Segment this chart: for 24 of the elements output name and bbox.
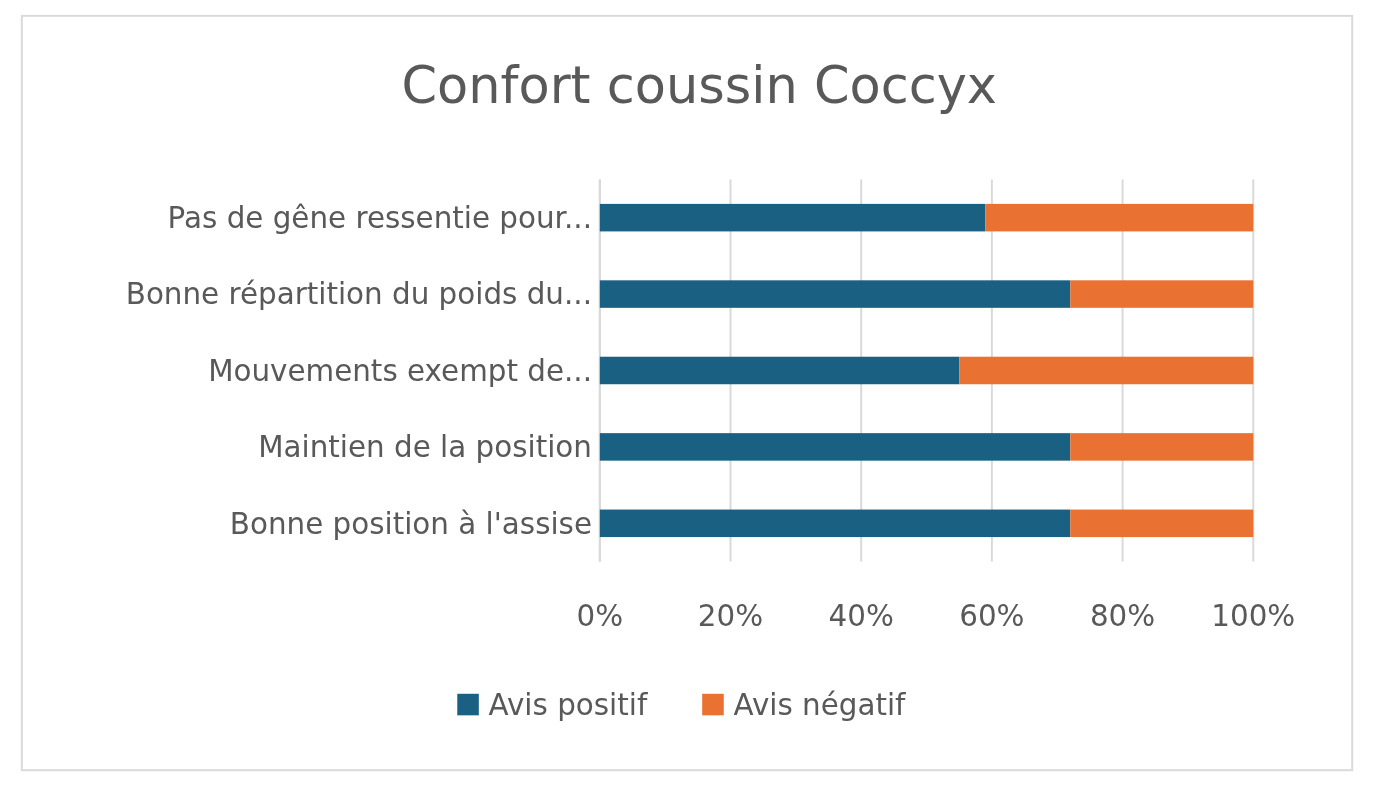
y-tick-label: Bonne répartition du poids du...	[125, 277, 592, 312]
bar	[1070, 280, 1254, 308]
x-tick-label: 20%	[697, 598, 764, 633]
x-tick-label: 100%	[1211, 598, 1296, 633]
x-tick-label: 0%	[576, 598, 624, 633]
bar	[1070, 509, 1254, 538]
bar	[985, 203, 1254, 232]
x-tick-label: 80%	[1089, 598, 1156, 633]
y-tick-label: Maintien de la position	[258, 430, 592, 465]
legend-label: Avis négatif	[733, 687, 907, 722]
x-tick-label: 60%	[959, 598, 1025, 633]
bar	[1070, 433, 1254, 461]
chart-title: Confort coussin Coccyx	[401, 56, 997, 116]
legend-label: Avis positif	[488, 687, 648, 722]
bar	[599, 433, 1071, 461]
bar	[599, 280, 1071, 308]
bar	[599, 203, 986, 232]
bar	[959, 356, 1254, 385]
x-tick-label: 40%	[828, 598, 894, 633]
bar	[599, 356, 960, 385]
y-tick-label: Bonne position à l'assise	[229, 506, 592, 541]
y-tick-label: Mouvements exempt de...	[208, 353, 592, 388]
bar	[599, 509, 1071, 538]
y-tick-label: Pas de gêne ressentie pour...	[167, 200, 592, 235]
